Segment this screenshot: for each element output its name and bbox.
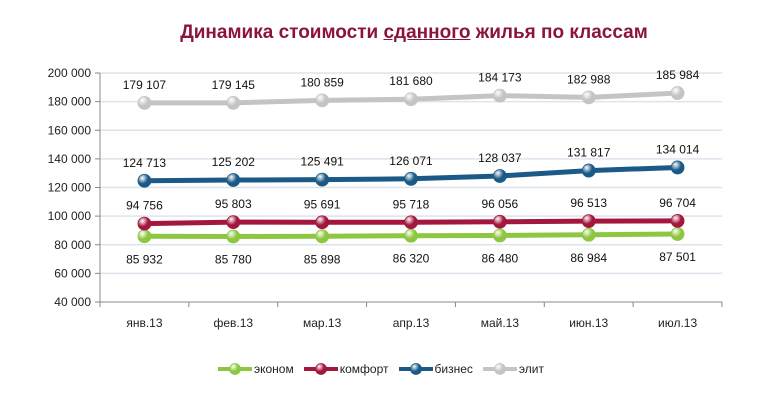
data-point-marker [404, 92, 418, 107]
x-tick-label: янв.13 [126, 316, 163, 330]
data-label: 85 780 [215, 252, 252, 266]
x-tick-label: май.13 [481, 316, 520, 330]
data-label: 180 859 [300, 75, 344, 89]
chart-legend: эконом комфорт бизнес элит [218, 362, 544, 376]
legend-label: элит [518, 362, 544, 376]
data-point-marker [404, 228, 418, 243]
data-point-marker [581, 227, 596, 242]
data-point-marker [670, 213, 685, 228]
data-label: 131 817 [567, 146, 611, 160]
data-label: 94 756 [126, 199, 163, 213]
legend-marker-icon [303, 363, 338, 375]
data-point-marker [404, 215, 418, 230]
legend-item-бизнес: бизнес [398, 362, 473, 376]
data-label: 184 173 [478, 71, 522, 85]
data-label: 87 501 [659, 250, 696, 264]
legend-marker-icon [218, 363, 252, 375]
data-point-marker [492, 214, 507, 229]
data-point-marker [315, 229, 330, 244]
x-tick-label: апр.13 [393, 316, 430, 330]
data-label: 134 014 [656, 142, 700, 156]
data-point-marker [137, 173, 152, 188]
data-point-marker [226, 95, 241, 110]
data-point-marker [315, 172, 330, 187]
data-label: 96 704 [659, 196, 696, 210]
chart-title: Динамика стоимости сданного жилья по кла… [0, 22, 770, 44]
x-tick-label: июн.13 [569, 316, 608, 330]
data-label: 179 145 [212, 78, 256, 92]
y-tick-label: 200 000 [48, 66, 92, 80]
data-point-marker [581, 214, 596, 229]
data-label: 125 202 [212, 155, 256, 169]
legend-item-эконом: эконом [218, 362, 294, 376]
legend-marker-icon [398, 363, 433, 375]
data-label: 124 713 [123, 156, 167, 170]
data-label: 182 988 [567, 72, 611, 86]
data-point-marker [670, 160, 685, 175]
legend-item-элит: элит [482, 362, 544, 376]
data-label: 126 071 [389, 154, 433, 168]
y-tick-label: 100 000 [48, 209, 92, 223]
data-point-marker [226, 173, 241, 187]
y-tick-label: 120 000 [48, 181, 92, 195]
legend-label: эконом [254, 362, 294, 376]
data-label: 95 718 [393, 197, 430, 211]
data-point-marker [226, 229, 241, 244]
data-label: 95 691 [304, 197, 341, 211]
title-part: Динамика стоимости [180, 22, 384, 43]
data-point-marker [137, 216, 152, 231]
data-label: 86 320 [393, 252, 430, 266]
data-label: 85 898 [304, 252, 341, 266]
data-point-marker [226, 215, 241, 230]
x-tick-label: июл.13 [658, 316, 697, 330]
data-label: 96 056 [482, 197, 519, 211]
data-label: 96 513 [570, 196, 607, 210]
y-tick-label: 160 000 [48, 123, 92, 137]
legend-item-комфорт: комфорт [303, 362, 389, 376]
data-label: 125 491 [300, 155, 344, 169]
x-tick-label: мар.13 [303, 316, 342, 330]
data-label: 128 037 [478, 151, 522, 165]
data-point-marker [315, 215, 330, 230]
data-label: 181 680 [389, 74, 433, 88]
data-point-marker [581, 163, 596, 178]
data-label: 185 984 [656, 68, 700, 82]
data-label: 86 984 [570, 251, 607, 265]
y-tick-label: 140 000 [48, 152, 92, 166]
title-underlined: сданного [383, 22, 471, 43]
y-tick-label: 40 000 [54, 295, 91, 309]
x-tick-label: фев.13 [213, 316, 253, 330]
data-point-marker [492, 88, 507, 103]
y-tick-label: 60 000 [54, 266, 91, 280]
data-point-marker [492, 169, 507, 183]
data-point-marker [137, 96, 152, 110]
data-point-marker [670, 227, 685, 241]
data-point-marker [137, 229, 152, 244]
data-point-marker [581, 90, 596, 105]
data-point-marker [670, 86, 685, 100]
legend-marker-icon [482, 363, 517, 375]
data-point-marker [404, 171, 418, 186]
title-part: жилья по классам [470, 22, 648, 43]
data-label: 86 480 [482, 251, 519, 265]
data-point-marker [492, 228, 507, 243]
data-point-marker [315, 93, 330, 108]
y-tick-label: 180 000 [48, 95, 92, 109]
legend-label: комфорт [339, 362, 389, 376]
data-label: 85 932 [126, 252, 163, 266]
y-tick-label: 80 000 [54, 238, 91, 252]
legend-label: бизнес [434, 362, 473, 376]
data-label: 95 803 [215, 197, 252, 211]
data-label: 179 107 [123, 78, 167, 92]
